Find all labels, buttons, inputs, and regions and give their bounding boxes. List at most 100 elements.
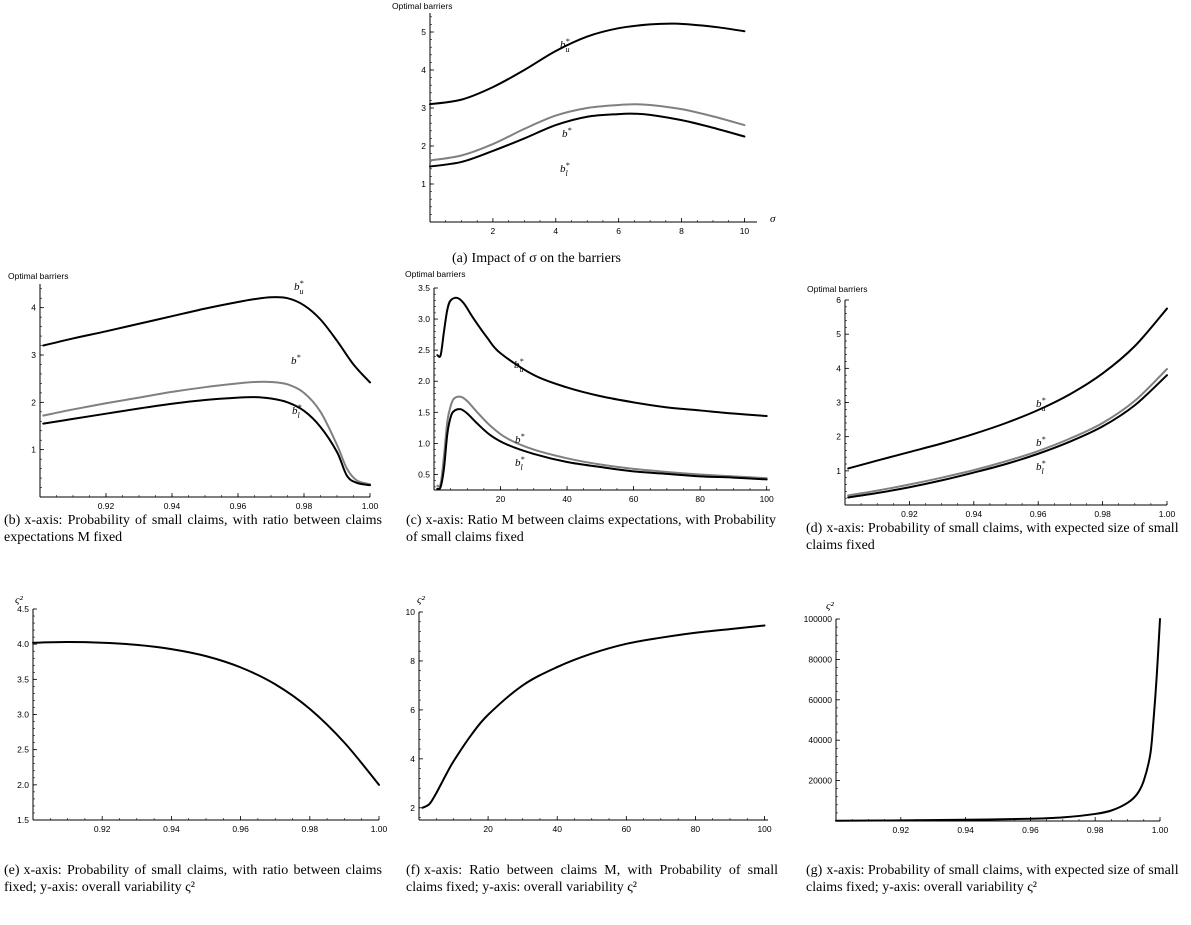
y-axis-label: Optimal barriers [405, 269, 465, 279]
chart-b: 0.92 0.94 0.96 0.98 1.00 1 2 3 4 Optimal barriers… [8, 271, 379, 511]
series-line-curve [32, 641, 380, 786]
y-tick-label: 6 [410, 705, 415, 715]
y-tick-label: 4 [421, 65, 426, 75]
x-tick-label: 1.00 [362, 501, 379, 511]
series-line-bstar [429, 103, 746, 162]
y-tick-label: 20000 [808, 776, 832, 786]
chart-e: 0.92 0.94 0.96 0.98 1.00 1.5 2.0 2.5 3.0 3.5 4.0 4.… [15, 594, 388, 834]
series-line-bstar [436, 395, 768, 488]
y-tick-label: 2.5 [418, 345, 430, 355]
series-label: b* u [560, 37, 570, 54]
x-tick-label: 0.94 [957, 825, 974, 835]
series-label: b* l [515, 455, 525, 472]
y-tick-label: 4 [836, 363, 841, 373]
series-line-b-ustar [847, 307, 1168, 470]
y-tick-label: 5 [421, 27, 426, 37]
x-tick-label: 8 [679, 226, 684, 236]
y-tick-label: 3.5 [418, 283, 430, 293]
y-axis-label: Optimal barriers [392, 1, 452, 11]
x-tick-label: 0.98 [302, 824, 319, 834]
y-tick-label: 4 [31, 303, 36, 313]
x-axis-label: σ [770, 213, 776, 225]
caption-c: (c) x-axis: Ratio M between claims expect… [406, 513, 776, 545]
caption-a: (a) Impact of σ on the barriers [452, 251, 621, 266]
y-tick-label: 3.0 [418, 314, 430, 324]
x-tick-label: 80 [691, 824, 701, 834]
y-tick-label: 1.0 [418, 438, 430, 448]
series-line-b-ustar [436, 296, 768, 418]
caption-g: (g) x-axis: Probability of small claims, … [806, 863, 1179, 895]
series-line-b-lstar [42, 396, 371, 487]
x-tick-label: 0.92 [98, 501, 115, 511]
series-label: b* l [292, 403, 302, 420]
x-tick-label: 0.94 [163, 824, 180, 834]
x-tick-label: 1.00 [1159, 509, 1176, 519]
y-tick-label: 40000 [808, 735, 832, 745]
y-tick-label: 2 [836, 432, 841, 442]
y-tick-label: 2 [31, 397, 36, 407]
chart-c: 20 40 60 80 100 0.5 1.0 1.5 2.0 2.5 3.0 3.5 Optimal … [405, 269, 774, 504]
x-tick-label: 0.96 [1030, 509, 1047, 519]
series-line-b-ustar [42, 296, 371, 384]
y-axis-label: ς² [15, 594, 23, 606]
series-line-bstar [42, 380, 371, 486]
series-label: b* u [514, 357, 524, 374]
y-tick-label: 2.0 [418, 376, 430, 386]
y-tick-label: 3 [421, 103, 426, 113]
x-tick-label: 0.98 [1094, 509, 1111, 519]
y-tick-label: 1 [31, 445, 36, 455]
y-tick-label: 3 [836, 398, 841, 408]
x-tick-label: 10 [740, 226, 750, 236]
x-tick-label: 0.96 [1022, 825, 1039, 835]
y-tick-label: 2.5 [17, 745, 29, 755]
x-tick-label: 0.96 [232, 824, 249, 834]
x-tick-label: 40 [562, 494, 572, 504]
x-tick-label: 0.96 [230, 501, 247, 511]
series-label: b* [291, 353, 301, 367]
y-axis-label: Optimal barriers [8, 271, 68, 281]
y-tick-label: 1 [421, 179, 426, 189]
series-line-curve [835, 618, 1161, 822]
series-label: b* [562, 126, 572, 140]
x-tick-label: 6 [616, 226, 621, 236]
series-line-b-lstar [436, 408, 768, 490]
y-tick-label: 0.5 [418, 469, 430, 479]
series-label: b* [1036, 435, 1046, 449]
chart-g: 0.92 0.94 0.96 0.98 1.00 20000 40000 60000 80000… [804, 600, 1169, 835]
y-tick-label: 3 [31, 350, 36, 360]
x-tick-label: 100 [760, 494, 774, 504]
x-tick-label: 0.98 [296, 501, 313, 511]
x-tick-label: 0.92 [901, 509, 918, 519]
y-tick-label: 1.5 [418, 407, 430, 417]
x-tick-label: 20 [496, 494, 506, 504]
y-tick-label: 2 [410, 803, 415, 813]
x-tick-label: 40 [552, 824, 562, 834]
y-tick-label: 80000 [808, 654, 832, 664]
series-label: b* u [1036, 396, 1046, 413]
y-tick-label: 3.0 [17, 710, 29, 720]
y-tick-label: 3.5 [17, 674, 29, 684]
y-tick-label: 4.5 [17, 604, 29, 614]
series-line-curve [421, 624, 766, 809]
y-tick-label: 2.0 [17, 780, 29, 790]
x-tick-label: 80 [695, 494, 705, 504]
x-tick-label: 1.00 [1152, 825, 1169, 835]
caption-b: (b) x-axis: Probability of small claims, … [4, 513, 382, 545]
x-tick-label: 0.92 [893, 825, 910, 835]
y-tick-label: 10 [406, 607, 416, 617]
caption-e: (e) x-axis: Probability of small claims, … [4, 863, 382, 895]
x-tick-label: 60 [622, 824, 632, 834]
x-tick-label: 0.94 [164, 501, 181, 511]
series-label: b* l [1036, 459, 1046, 476]
series-line-bstar [847, 368, 1168, 497]
x-tick-label: 20 [483, 824, 493, 834]
x-tick-label: 2 [491, 226, 496, 236]
y-axis-label: ς² [826, 600, 834, 612]
x-tick-label: 60 [629, 494, 639, 504]
series-label: b* l [560, 161, 570, 178]
series-line-b-lstar [429, 112, 746, 168]
series-line-b-lstar [847, 374, 1168, 499]
